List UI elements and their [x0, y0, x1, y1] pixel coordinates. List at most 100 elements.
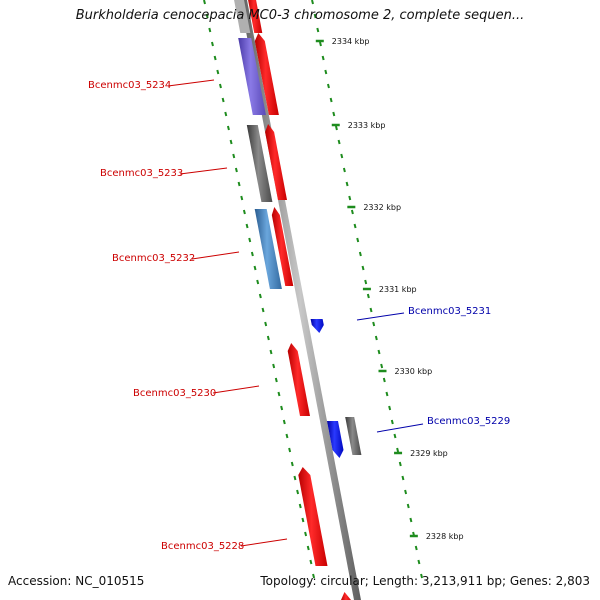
tick-dash-right — [348, 195, 352, 201]
tick-dash-right — [388, 405, 392, 411]
gene-leader-line — [376, 423, 424, 433]
gene-layer — [234, 0, 362, 600]
gene-block-bcenmc03-5229-gray — [345, 417, 362, 455]
gene-block-bottom-red — [341, 592, 351, 600]
tick-dash-right — [319, 41, 322, 47]
tick-dash-right — [369, 307, 373, 313]
gene-block-bcenmc03-5231 — [310, 319, 324, 333]
tick-dash-right — [340, 153, 344, 159]
tick-dash-left — [304, 531, 308, 537]
gene-block-bcenmc03-5228 — [298, 467, 328, 566]
gene-leader-line — [356, 312, 405, 321]
gene-label[interactable]: Bcenmc03_5233 — [100, 168, 183, 179]
tick-dash-right — [329, 97, 333, 103]
tick-dash-left — [232, 153, 236, 159]
kbp-tick-label: 2330 kbp — [394, 367, 432, 376]
tick-dash-right — [420, 573, 424, 579]
kbp-tick-label: 2328 kbp — [426, 532, 464, 541]
kbp-tick-label: 2329 kbp — [410, 449, 448, 458]
tick-dash-right — [332, 111, 336, 117]
tick-dash-left — [296, 489, 300, 495]
gene-leader-line — [179, 167, 228, 175]
tick-dash-left — [224, 111, 228, 117]
tick-dash-right — [361, 265, 365, 271]
gene-label[interactable]: Bcenmc03_5232 — [112, 253, 195, 264]
tick-dash-right — [364, 279, 368, 285]
tick-dash-left — [301, 517, 305, 523]
tick-layer: 2334 kbp 2333 kbp 2332 kbp 2331 kbp 2330 kbp… — [203, 0, 464, 579]
kbp-tick-label: 2331 kbp — [379, 285, 417, 294]
tick-dash-right — [385, 391, 389, 397]
tick-dash-right — [380, 363, 384, 369]
genome-summary-text: Topology: circular; Length: 3,213,911 bp… — [260, 574, 590, 588]
tick-dash-right — [414, 545, 418, 551]
gene-label[interactable]: Bcenmc03_5231 — [408, 306, 491, 317]
gene-block-top-red — [248, 0, 263, 33]
gene-label[interactable]: Bcenmc03_5234 — [88, 80, 171, 91]
tick-dash-left — [298, 503, 302, 509]
tick-dash-left — [293, 475, 297, 481]
tick-dash-right — [337, 139, 341, 145]
tick-dash-left — [242, 209, 246, 215]
tick-dash-left — [205, 13, 209, 19]
kbp-tick-label: 2332 kbp — [363, 203, 401, 212]
tick-dash-left — [234, 167, 238, 173]
tick-dash-left — [261, 307, 265, 313]
tick-dash-left — [229, 139, 233, 145]
tick-dash-right — [345, 181, 349, 187]
tick-dash-right — [396, 447, 400, 453]
gene-leader-line — [240, 538, 288, 547]
tick-dash-right — [382, 377, 386, 383]
tick-dash-left — [306, 545, 310, 551]
tick-dash-right — [356, 237, 360, 243]
gene-leader-line — [191, 251, 240, 260]
tick-dash-right — [324, 69, 328, 75]
tick-dash-left — [269, 349, 273, 355]
tick-dash-right — [404, 489, 408, 495]
label-layer: Bcenmc03_5234 Bcenmc03_5233 Bcenmc03_5232 B… — [88, 79, 510, 552]
tick-dash-left — [282, 419, 286, 425]
kbp-tick-label: 2334 kbp — [332, 37, 370, 46]
gene-label[interactable]: Bcenmc03_5229 — [427, 416, 510, 427]
gene-leader-line — [167, 79, 215, 87]
tick-dash-left — [245, 223, 249, 229]
gene-label[interactable]: Bcenmc03_5228 — [161, 541, 244, 552]
kbp-tick-label: 2333 kbp — [348, 121, 386, 130]
tick-dash-right — [374, 335, 378, 341]
tick-dash-left — [203, 0, 206, 5]
gene-block-bcenmc03-5233-red — [265, 124, 287, 200]
tick-dash-right — [321, 55, 325, 61]
tick-dash-left — [277, 391, 281, 397]
tick-dash-left — [256, 279, 260, 285]
tick-dash-right — [350, 209, 354, 215]
gene-block-bcenmc03-5229 — [327, 421, 344, 458]
tick-dash-left — [226, 125, 230, 131]
tick-dash-left — [213, 55, 217, 61]
tick-dash-right — [366, 293, 370, 299]
tick-dash-left — [309, 559, 313, 565]
tick-dash-right — [342, 167, 346, 173]
tick-dash-right — [334, 125, 338, 131]
tick-dash-right — [316, 27, 320, 33]
tick-dash-left — [218, 83, 222, 89]
tick-dash-left — [250, 251, 254, 257]
tick-dash-right — [326, 83, 330, 89]
tick-dash-right — [401, 475, 405, 481]
tick-dash-right — [311, 0, 314, 5]
tick-dash-left — [272, 363, 276, 369]
tick-dash-left — [240, 195, 244, 201]
gene-block-bcenmc03-5230 — [287, 343, 310, 416]
tick-dash-left — [285, 433, 289, 439]
tick-dash-right — [398, 461, 402, 467]
gene-block-bcenmc03-5234 — [238, 38, 266, 115]
tick-dash-left — [253, 265, 257, 271]
tick-dash-right — [406, 503, 410, 509]
tick-dash-left — [221, 97, 225, 103]
tick-dash-left — [208, 27, 212, 33]
tick-dash-left — [216, 69, 220, 75]
gene-label[interactable]: Bcenmc03_5230 — [133, 388, 216, 399]
tick-dash-right — [372, 321, 376, 327]
tick-dash-left — [258, 293, 262, 299]
